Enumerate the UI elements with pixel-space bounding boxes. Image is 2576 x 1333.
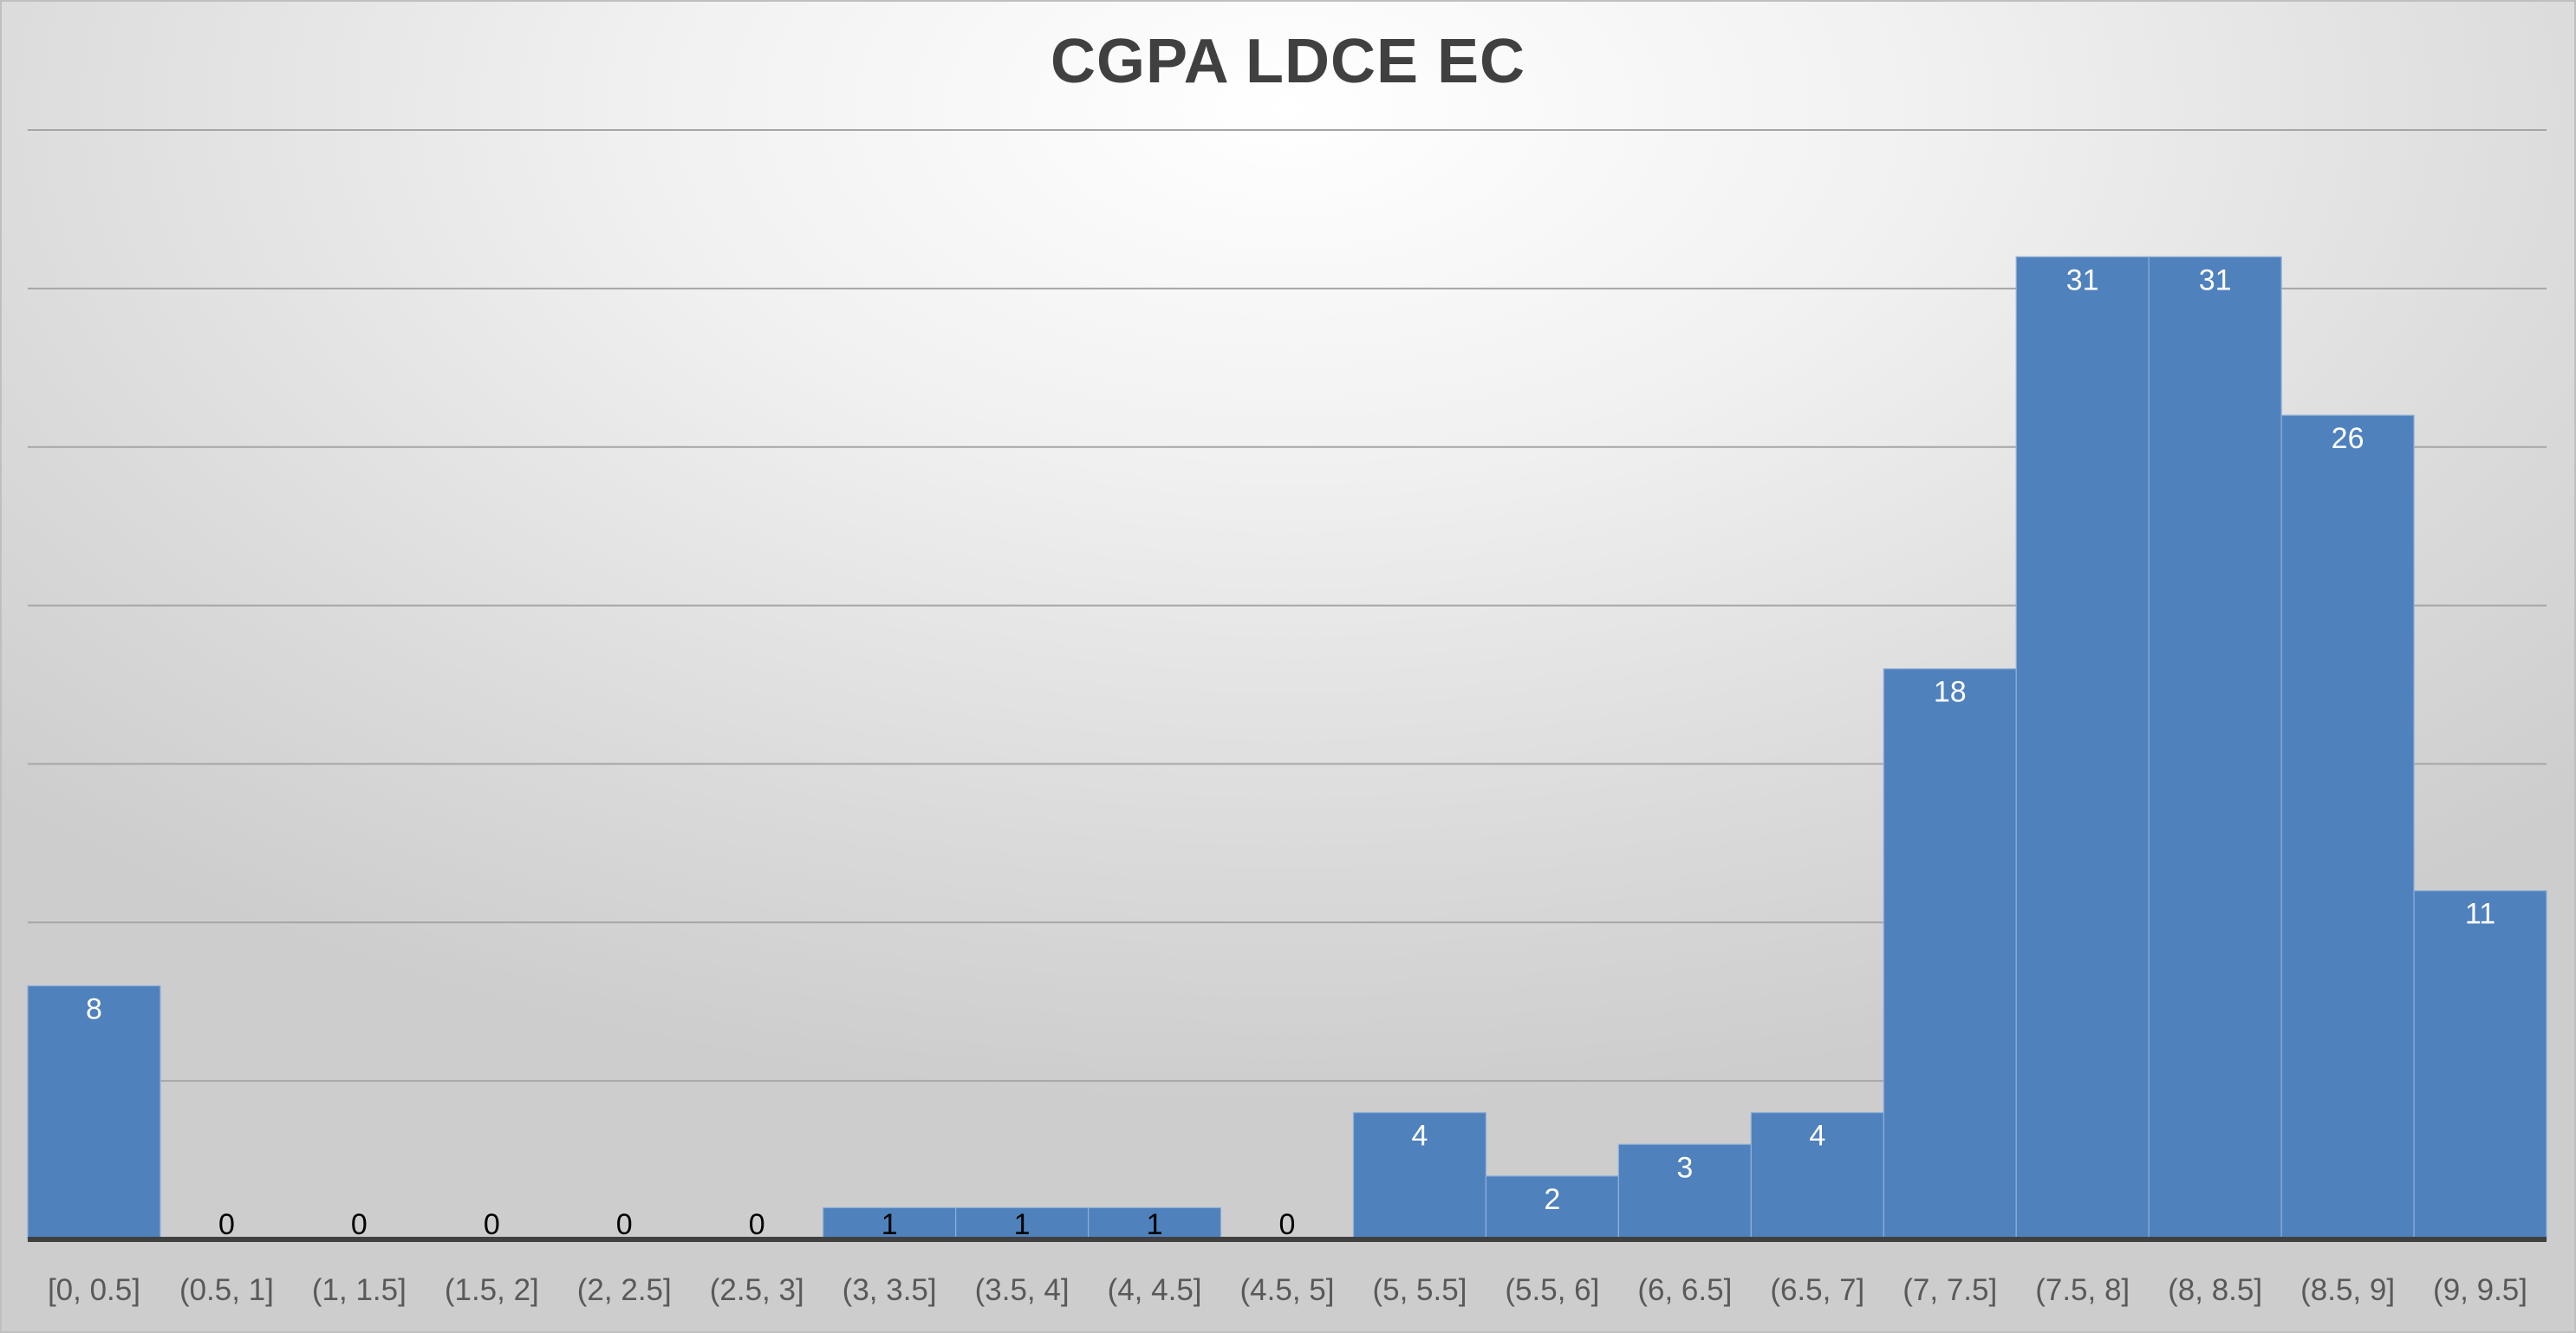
bar-0 — [27, 985, 161, 1240]
data-label-14: 18 — [1934, 676, 1967, 709]
bar-13 — [1750, 1112, 1884, 1240]
data-label-16: 31 — [2199, 263, 2232, 296]
x-tick-label-16: (8, 8.5] — [2168, 1273, 2262, 1307]
bar-15 — [2015, 256, 2150, 1240]
x-tick-label-11: (5.5, 6] — [1505, 1273, 1599, 1307]
x-tick-label-17: (8.5, 9] — [2300, 1273, 2395, 1307]
x-tick-label-2: (1, 1.5] — [312, 1273, 407, 1307]
x-tick-label-13: (6.5, 7] — [1770, 1273, 1864, 1307]
x-tick-label-5: (2.5, 3] — [710, 1273, 804, 1307]
x-tick-label-15: (7.5, 8] — [2035, 1273, 2130, 1307]
x-tick-label-9: (4.5, 5] — [1240, 1273, 1335, 1307]
x-tick-label-18: (9, 9.5] — [2433, 1273, 2527, 1307]
data-label-17: 26 — [2332, 422, 2365, 455]
data-label-9: 0 — [1279, 1208, 1296, 1241]
x-tick-label-8: (4, 4.5] — [1108, 1273, 1202, 1307]
bar-12 — [1617, 1143, 1752, 1240]
data-label-4: 0 — [616, 1208, 633, 1241]
data-label-7: 1 — [1014, 1208, 1031, 1241]
bar-14 — [1883, 668, 2017, 1240]
data-label-12: 3 — [1676, 1151, 1693, 1184]
bar-6 — [823, 1206, 957, 1240]
bar-8 — [1087, 1206, 1222, 1240]
x-tick-label-12: (6, 6.5] — [1637, 1273, 1732, 1307]
bars — [27, 256, 2547, 1240]
data-label-3: 0 — [484, 1208, 500, 1241]
data-label-5: 0 — [749, 1208, 765, 1241]
data-label-1: 0 — [218, 1208, 235, 1241]
bar-18 — [2413, 890, 2547, 1240]
x-tick-labels: [0, 0.5] (0.5, 1] (1, 1.5] (1.5, 2] (2, 2.5]… — [48, 1273, 2527, 1307]
data-label-0: 8 — [86, 992, 102, 1025]
data-label-8: 1 — [1147, 1208, 1163, 1241]
data-label-10: 4 — [1411, 1120, 1428, 1153]
x-tick-label-4: (2, 2.5] — [577, 1273, 672, 1307]
bar-17 — [2280, 414, 2415, 1240]
bar-16 — [2148, 256, 2282, 1240]
x-tick-label-10: (5, 5.5] — [1372, 1273, 1467, 1307]
x-tick-label-3: (1.5, 2] — [445, 1273, 539, 1307]
chart-title: CGPA LDCE EC — [1050, 27, 1526, 96]
x-tick-label-6: (3, 3.5] — [842, 1273, 937, 1307]
data-label-15: 31 — [2066, 263, 2099, 296]
x-tick-label-1: (0.5, 1] — [179, 1273, 274, 1307]
x-tick-label-7: (3.5, 4] — [975, 1273, 1070, 1307]
data-label-2: 0 — [351, 1208, 368, 1241]
data-label-18: 11 — [2465, 898, 2495, 931]
data-label-6: 1 — [881, 1208, 898, 1241]
bar-11 — [1485, 1175, 1619, 1240]
bar-10 — [1352, 1112, 1487, 1240]
data-label-13: 4 — [1809, 1120, 1825, 1153]
data-label-11: 2 — [1544, 1183, 1560, 1216]
x-tick-label-14: (7, 7.5] — [1903, 1273, 1997, 1307]
x-tick-label-0: [0, 0.5] — [48, 1273, 140, 1307]
